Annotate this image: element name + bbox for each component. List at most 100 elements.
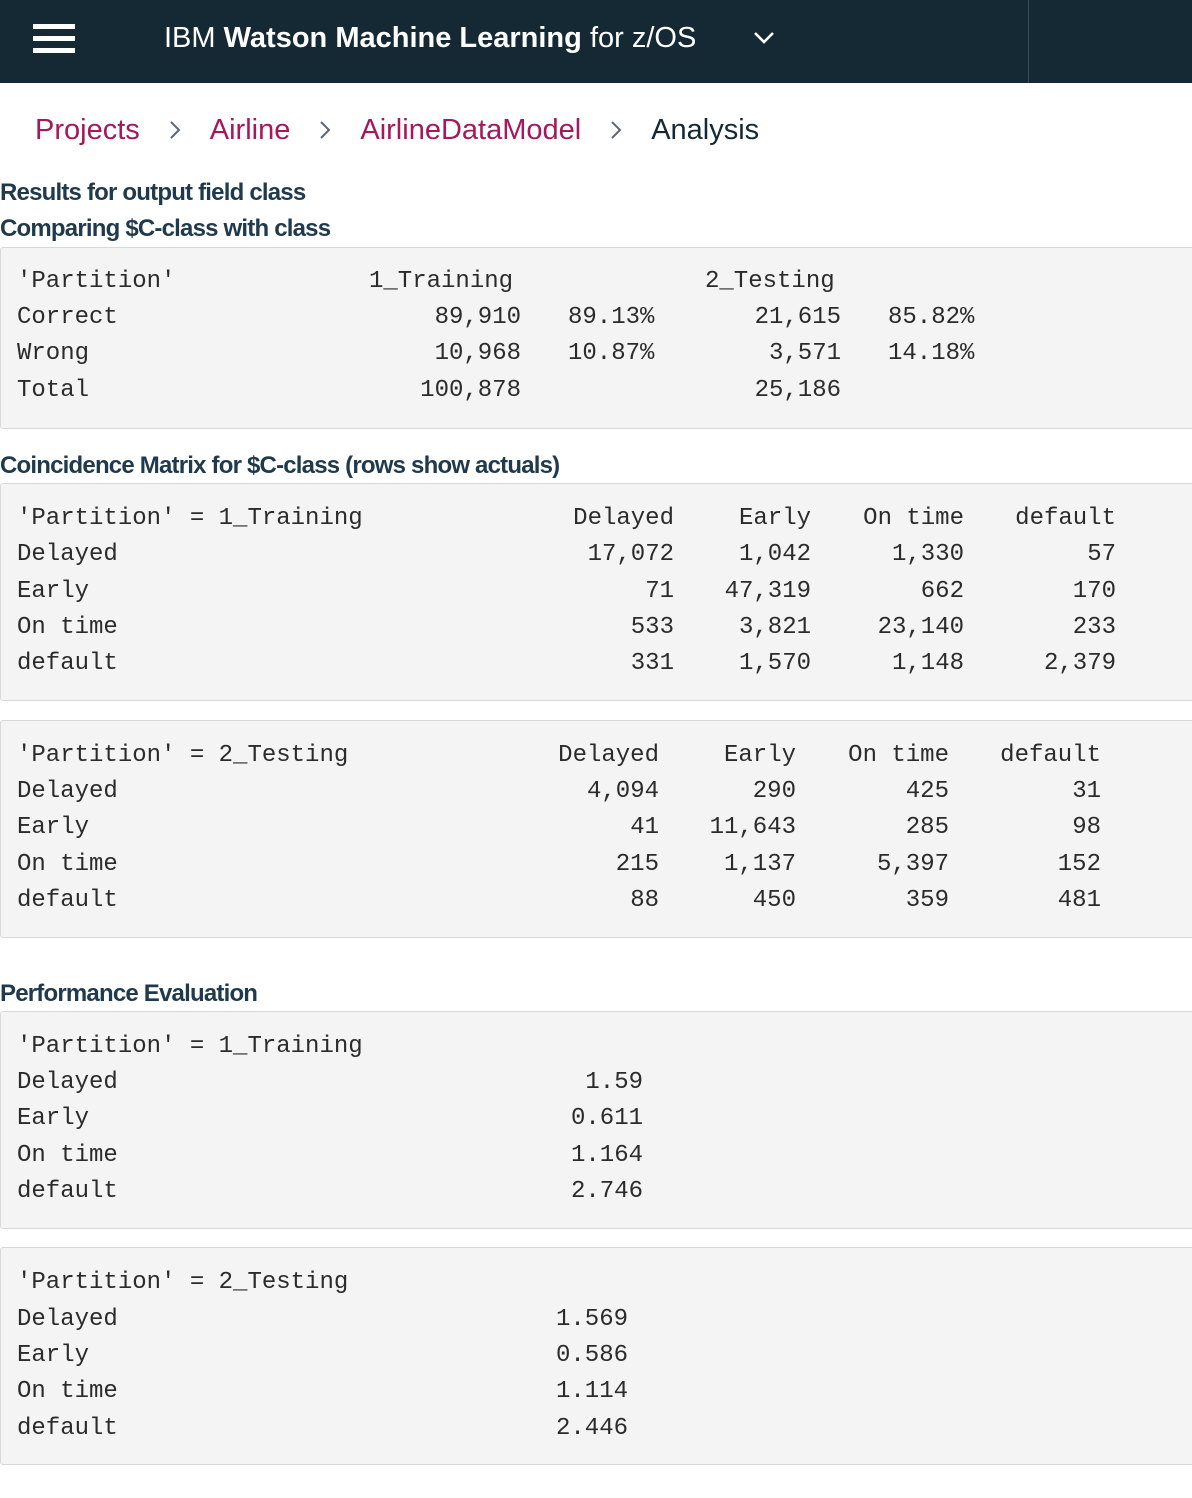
column-header: Early (723, 742, 796, 769)
training-count: 100,878 (420, 377, 521, 404)
matrix-cell: 71 (645, 578, 674, 605)
row-label: Early (17, 814, 90, 841)
matrix-cell: 1,042 (738, 541, 811, 568)
partition-label: 'Partition' (17, 268, 176, 295)
row-label: default (17, 650, 118, 677)
matrix-cell: 2,379 (1043, 650, 1116, 677)
chevron-down-icon[interactable] (752, 28, 776, 48)
matrix-cell: 1,137 (723, 851, 796, 878)
matrix-cell: 4,094 (586, 778, 659, 805)
matrix-cell: 425 (905, 778, 949, 805)
performance-value: 0.611 (570, 1105, 643, 1132)
testing-count: 21,615 (754, 304, 841, 331)
performance-testing-panel: 'Partition' = 2_Testing Delayed 1.569 Ea… (0, 1247, 1192, 1465)
matrix-cell: 11,643 (709, 814, 796, 841)
matrix-header: 'Partition' = 2_Testing (17, 742, 349, 769)
matrix-cell: 662 (920, 578, 964, 605)
matrix-cell: 57 (1087, 541, 1116, 568)
matrix-cell: 17,072 (587, 541, 674, 568)
top-nav-bar: IBM Watson Machine Learning for z/OS (0, 0, 1192, 83)
row-label: Total (17, 377, 90, 404)
column-header: Delayed (558, 742, 659, 769)
column-header: On time (863, 505, 964, 532)
training-count: 89,910 (434, 304, 521, 331)
row-label: On time (17, 851, 118, 878)
chevron-right-icon (290, 118, 360, 142)
row-label: On time (17, 1142, 118, 1169)
matrix-cell: 41 (630, 814, 659, 841)
chevron-right-icon (140, 118, 210, 142)
hamburger-line (33, 24, 75, 29)
partition-training-header: 1_Training (369, 268, 514, 295)
column-header: default (1000, 742, 1101, 769)
row-label: Delayed (17, 778, 118, 805)
row-label: On time (17, 614, 118, 641)
training-percent: 89.13% (568, 304, 655, 331)
performance-value: 2.446 (555, 1415, 628, 1442)
brand-name: IBM (164, 22, 216, 54)
matrix-cell: 5,397 (876, 851, 949, 878)
results-title: Results for output field class (0, 179, 306, 206)
performance-value: 1.59 (585, 1069, 643, 1096)
product-suffix: for z/OS (589, 22, 697, 54)
matrix-cell: 331 (630, 650, 674, 677)
matrix-cell: 3,821 (738, 614, 811, 641)
breadcrumb-current: Analysis (651, 113, 760, 146)
breadcrumb-link-projects[interactable]: Projects (35, 113, 140, 146)
column-header: Early (738, 505, 811, 532)
row-label: Early (17, 578, 90, 605)
performance-title: Performance Evaluation (0, 980, 258, 1007)
coincidence-title: Coincidence Matrix for $C-class (rows sh… (0, 452, 560, 479)
row-label: default (17, 1178, 118, 1205)
column-header: default (1015, 505, 1116, 532)
matrix-cell: 359 (905, 887, 949, 914)
matrix-cell: 1,330 (891, 541, 964, 568)
column-header: Delayed (573, 505, 674, 532)
row-label: Early (17, 1105, 90, 1132)
matrix-cell: 533 (630, 614, 674, 641)
matrix-header: 'Partition' = 1_Training (17, 505, 363, 532)
performance-training-panel: 'Partition' = 1_Training Delayed 1.59 Ea… (0, 1011, 1192, 1229)
matrix-cell: 215 (615, 851, 659, 878)
results-panel: 'Partition' 1_Training 2_Testing Correct… (0, 247, 1192, 429)
matrix-cell: 290 (752, 778, 796, 805)
training-percent: 10.87% (568, 340, 655, 367)
matrix-cell: 152 (1057, 851, 1101, 878)
matrix-cell: 481 (1057, 887, 1101, 914)
matrix-cell: 1,148 (891, 650, 964, 677)
row-label: default (17, 1415, 118, 1442)
row-label: Delayed (17, 1306, 118, 1333)
row-label: Delayed (17, 1069, 118, 1096)
matrix-cell: 31 (1072, 778, 1101, 805)
breadcrumb-link-airline[interactable]: Airline (209, 113, 291, 146)
row-label: Delayed (17, 541, 118, 568)
breadcrumb: Projects Airline AirlineDataModel Analys… (35, 112, 759, 148)
performance-header: 'Partition' = 2_Testing (17, 1269, 349, 1296)
performance-value: 2.746 (570, 1178, 643, 1205)
app-title[interactable]: IBM Watson Machine Learning for z/OS (164, 20, 696, 56)
performance-value: 1.569 (555, 1306, 628, 1333)
row-label: Wrong (17, 340, 90, 367)
performance-header: 'Partition' = 1_Training (17, 1033, 363, 1060)
performance-value: 0.586 (555, 1342, 628, 1369)
matrix-cell: 450 (752, 887, 796, 914)
matrix-cell: 88 (630, 887, 659, 914)
matrix-cell: 170 (1072, 578, 1116, 605)
partition-testing-header: 2_Testing (705, 268, 835, 295)
coincidence-testing-panel: 'Partition' = 2_Testing Delayed Early On… (0, 720, 1192, 938)
row-label: On time (17, 1378, 118, 1405)
row-label: Early (17, 1342, 90, 1369)
hamburger-menu-icon[interactable] (33, 22, 75, 56)
matrix-cell: 285 (905, 814, 949, 841)
training-count: 10,968 (434, 340, 521, 367)
testing-count: 25,186 (754, 377, 841, 404)
testing-count: 3,571 (768, 340, 841, 367)
testing-percent: 14.18% (888, 340, 975, 367)
chevron-right-icon (581, 118, 651, 142)
performance-value: 1.114 (555, 1378, 628, 1405)
breadcrumb-link-airline-data-model[interactable]: AirlineDataModel (360, 113, 582, 146)
coincidence-training-panel: 'Partition' = 1_Training Delayed Early O… (0, 483, 1192, 701)
product-name: Watson Machine Learning (223, 22, 582, 54)
column-header: On time (848, 742, 949, 769)
performance-value: 1.164 (570, 1142, 643, 1169)
